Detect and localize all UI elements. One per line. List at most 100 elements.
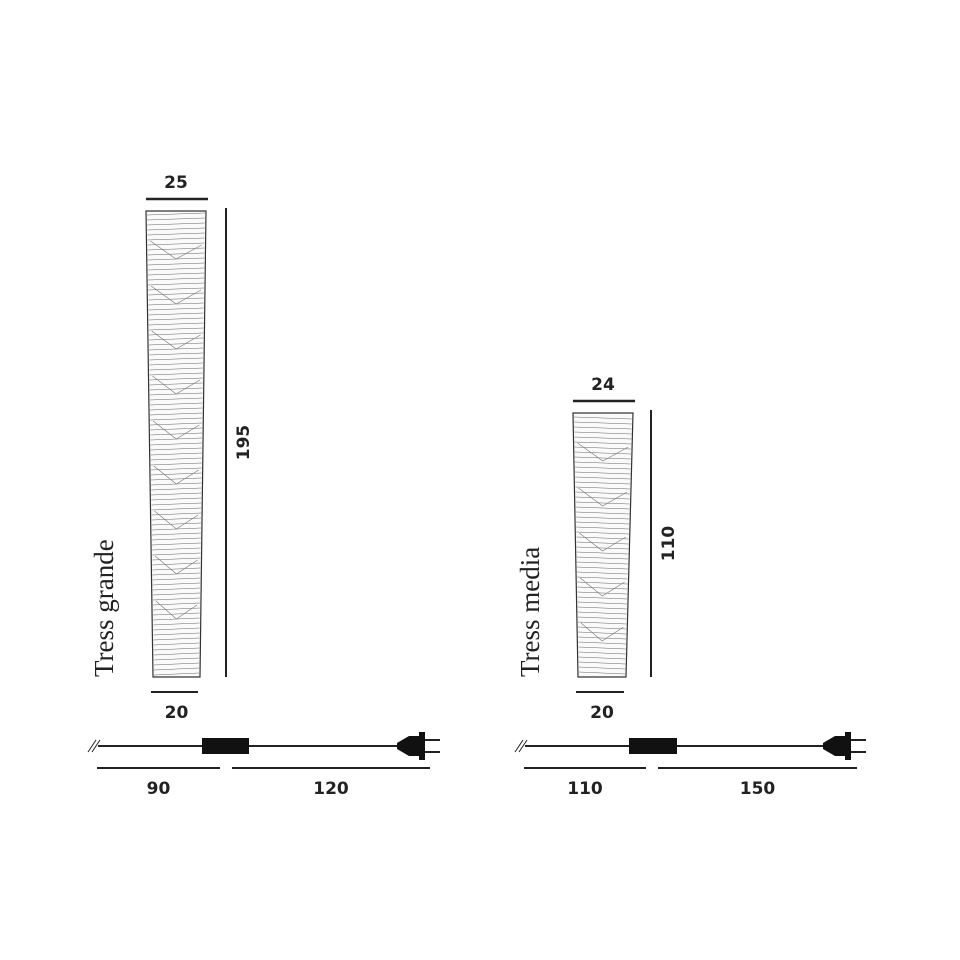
texture-line (575, 476, 631, 480)
texture-line (147, 237, 205, 241)
texture-line (574, 421, 632, 425)
texture-line (149, 372, 203, 376)
texture-line (576, 556, 629, 560)
texture-line (575, 466, 631, 470)
texture-line (150, 432, 203, 436)
texture-line (578, 666, 626, 670)
texture-line (574, 461, 631, 465)
texture-line (152, 547, 201, 551)
texture-line (578, 656, 626, 660)
texture-line (151, 507, 202, 511)
texture-weave (153, 465, 199, 485)
texture-line (152, 567, 201, 571)
texture-line (153, 627, 200, 631)
texture-weave (578, 487, 628, 507)
texture-line (149, 362, 204, 366)
texture-line (148, 322, 204, 326)
texture-line (148, 307, 204, 311)
texture-line (147, 232, 205, 236)
texture-line (150, 422, 203, 426)
texture-line (149, 367, 203, 371)
texture-weave (580, 622, 624, 642)
texture-line (152, 582, 201, 586)
texture-line (578, 661, 626, 665)
texture-line (152, 557, 201, 561)
texture-line (576, 521, 630, 525)
texture-line (149, 387, 203, 391)
texture-weave (154, 510, 199, 530)
texture-line (577, 586, 628, 590)
texture-line (578, 641, 626, 645)
texture-line (152, 577, 201, 581)
texture-line (575, 511, 630, 515)
texture-line (151, 492, 202, 496)
texture-weave (150, 240, 202, 260)
texture-line (575, 496, 630, 500)
texture-weave (579, 532, 626, 552)
texture-line (150, 457, 202, 461)
texture-line (147, 217, 205, 221)
texture-weave (577, 442, 629, 462)
cable-hatch (87, 739, 97, 753)
switch (202, 738, 249, 754)
texture-line (150, 462, 202, 466)
texture-line (153, 662, 200, 666)
top-width: 25 (164, 173, 188, 193)
texture-line (578, 671, 626, 675)
texture-line (152, 592, 201, 596)
texture-weave (151, 330, 201, 350)
texture-line (577, 621, 627, 625)
lamp-shade (572, 412, 634, 678)
texture-line (151, 502, 202, 506)
texture-line (150, 442, 202, 446)
texture-line (152, 542, 201, 546)
plug (397, 736, 419, 756)
texture-weave (152, 375, 201, 395)
texture-line (574, 451, 631, 455)
texture-line (153, 637, 200, 641)
texture-line (152, 597, 201, 601)
height: 195 (234, 425, 254, 461)
texture-line (149, 402, 203, 406)
texture-line (147, 242, 205, 246)
texture-line (153, 672, 200, 676)
texture-line (575, 506, 630, 510)
texture-line (153, 652, 200, 656)
cable-length: 150 (740, 779, 776, 799)
texture-line (578, 646, 626, 650)
texture-line (576, 551, 629, 555)
texture-line (148, 287, 204, 291)
texture-line (150, 417, 203, 421)
texture-line (575, 471, 631, 475)
texture-line (150, 467, 202, 471)
texture-line (153, 657, 200, 661)
texture-line (152, 552, 201, 556)
bottom-width: 20 (590, 703, 614, 723)
plug (823, 736, 845, 756)
texture-line (150, 412, 203, 416)
texture-line (147, 222, 205, 226)
texture-line (574, 416, 632, 420)
texture-line (151, 497, 202, 501)
texture-weave (150, 285, 202, 305)
texture-line (151, 512, 202, 516)
texture-line (575, 516, 630, 520)
texture-line (153, 642, 200, 646)
texture-line (577, 616, 627, 620)
texture-line (147, 267, 205, 271)
texture-line (151, 487, 202, 491)
texture-line (149, 342, 204, 346)
texture-line (149, 407, 203, 411)
texture-line (578, 636, 627, 640)
texture-line (152, 602, 200, 606)
texture-line (153, 622, 200, 626)
texture-line (148, 312, 204, 316)
texture-line (148, 327, 204, 331)
texture-line (151, 477, 202, 481)
texture-weave (579, 577, 625, 597)
texture-line (576, 541, 629, 545)
texture-line (574, 426, 632, 430)
texture-line (151, 532, 201, 536)
texture-line (577, 606, 627, 610)
lamp-group: 24 110 20 Tress media 110 150 (514, 375, 866, 799)
